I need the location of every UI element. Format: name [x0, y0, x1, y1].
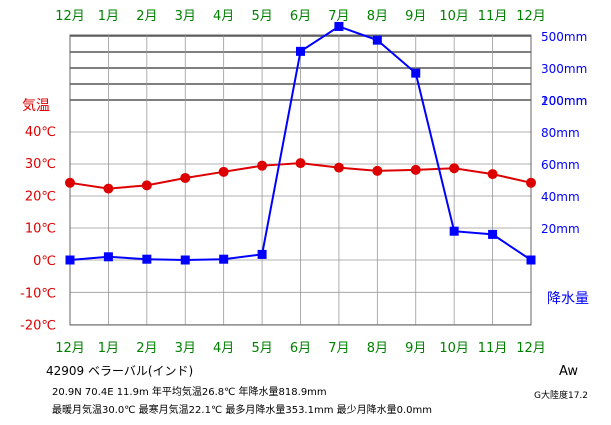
temperature-tick-label: 40℃ [25, 125, 56, 140]
temperature-point [257, 160, 268, 171]
month-label-bottom: 12月 [516, 341, 546, 356]
temperature-point [487, 169, 498, 180]
temperature-point [372, 165, 383, 176]
temperature-point [103, 183, 114, 194]
precipitation-point [296, 46, 305, 56]
month-label-bottom: 8月 [367, 341, 388, 356]
precipitation-point [411, 68, 421, 78]
precip-tick-label: 0mm [541, 0, 572, 3]
precipitation-point [449, 226, 459, 236]
station-title: 42909 ベラーバル(インド) [46, 364, 194, 378]
temperature-axis-title: 気温 [22, 98, 50, 114]
precip-tick-label: 100mm [541, 94, 587, 108]
month-label-top: 7月 [328, 9, 349, 24]
month-label-top: 4月 [213, 9, 234, 24]
temperature-point [180, 172, 191, 183]
temperature-tick-label: -10℃ [20, 286, 56, 301]
temperature-point [141, 180, 152, 191]
month-label-bottom: 7月 [328, 341, 349, 356]
month-label-bottom: 9月 [405, 341, 426, 356]
temperature-tick-label: -20℃ [20, 319, 56, 334]
month-label-bottom: 4月 [213, 341, 234, 356]
temperature-point [65, 177, 75, 188]
month-label-top: 12月 [55, 9, 85, 24]
temperature-point [295, 158, 306, 169]
month-label-top: 5月 [251, 9, 272, 24]
continentality-index: G大陸度17.2 [534, 391, 589, 401]
precipitation-point [180, 255, 190, 265]
precip-tick-label: 500mm [541, 30, 587, 44]
precip-tick-label: 300mm [541, 62, 587, 76]
month-label-bottom: 10月 [439, 341, 469, 356]
precipitation-point [372, 35, 382, 45]
month-label-top: 8月 [367, 9, 388, 24]
month-label-top: 10月 [439, 9, 469, 24]
month-label-top: 9月 [405, 9, 426, 24]
station-stats-line-2: 最暖月気温30.0℃ 最寒月気温22.1℃ 最多月降水量353.1mm 最少月降… [52, 405, 433, 416]
precipitation-point [334, 21, 344, 31]
month-label-top: 1月 [98, 9, 119, 24]
precipitation-point [488, 229, 498, 239]
precipitation-point [65, 255, 75, 265]
precipitation-point [526, 255, 536, 265]
precip-tick-label: 60mm [541, 158, 580, 172]
temperature-point [410, 164, 421, 175]
month-label-bottom: 6月 [290, 341, 311, 356]
month-label-bottom: 3月 [175, 341, 196, 356]
temperature-point [333, 162, 344, 173]
temperature-tick-label: 20℃ [25, 189, 56, 204]
precipitation-point [142, 254, 152, 264]
precip-tick-label: 200mm [541, 94, 587, 108]
temperature-tick-label: 30℃ [25, 157, 56, 172]
month-label-bottom: 11月 [478, 341, 508, 356]
temperature-point [449, 163, 460, 174]
precipitation-point [219, 254, 229, 264]
precip-tick-label: 40mm [541, 190, 580, 204]
month-label-top: 3月 [175, 9, 196, 24]
precipitation-axis-title: 降水量 [547, 291, 589, 307]
month-label-bottom: 2月 [136, 341, 157, 356]
station-stats-line-1: 20.9N 70.4E 11.9m 年平均気温26.8℃ 年降水量818.9mm [52, 387, 327, 398]
month-label-bottom: 5月 [251, 341, 272, 356]
temperature-point [526, 177, 536, 188]
precipitation-point [257, 249, 267, 259]
month-label-top: 12月 [516, 9, 546, 24]
temperature-tick-label: 10℃ [25, 222, 56, 237]
precip-tick-label: 20mm [541, 222, 580, 236]
month-label-top: 11月 [478, 9, 508, 24]
temperature-tick-label: 0℃ [33, 254, 56, 269]
precip-tick-label: 80mm [541, 126, 580, 140]
temperature-point [218, 166, 229, 177]
climate-chart: 12月 12月 1月 1月 2月 2月 3月 3月 4月 4月 5月 5月 6月 6月 7月 7月 8月 8月 9月… [20, 0, 589, 356]
month-label-bottom: 12月 [55, 341, 85, 356]
month-label-top: 6月 [290, 9, 311, 24]
climate-class: Aw [559, 364, 578, 379]
precipitation-point [103, 252, 113, 262]
month-label-bottom: 1月 [98, 341, 119, 356]
month-label-top: 2月 [136, 9, 157, 24]
